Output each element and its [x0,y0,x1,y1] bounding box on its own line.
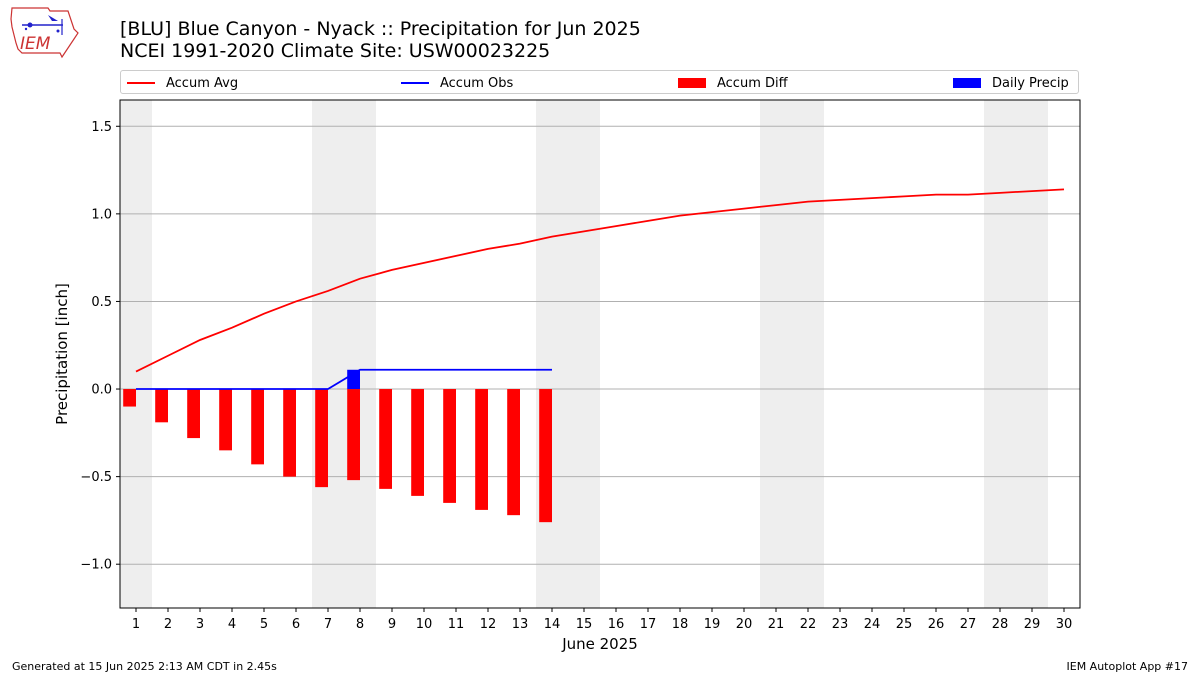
x-tick-label-10: 10 [416,617,433,632]
legend-swatch-daily-precip [953,78,981,88]
x-tick-label-17: 17 [640,617,657,632]
accum-diff-bar-11 [443,389,456,503]
x-tick-label-6: 6 [292,617,300,632]
x-tick-label-4: 4 [228,617,236,632]
weekend-band-28 [984,100,1016,608]
accum-diff-bar-7 [315,389,328,488]
accum-diff-bar-6 [283,389,296,477]
x-tick-label-22: 22 [800,617,817,632]
x-tick-label-16: 16 [608,617,625,632]
x-tick-label-1: 1 [132,617,140,632]
y-tick-label-0: 0.0 [91,383,112,398]
accum-diff-bar-5 [251,389,264,465]
x-tick-label-8: 8 [356,617,364,632]
legend-item-accum-avg: Accum Avg [127,71,238,95]
x-tick-label-3: 3 [196,617,204,632]
weekend-band-1 [120,100,152,608]
x-tick-label-13: 13 [512,617,529,632]
weekend-band-15 [568,100,600,608]
footer-app: IEM Autoplot App #17 [1066,660,1189,673]
y-axis-ticks: −1.0 −0.5 0.0 0.5 1.0 1.5 [80,120,120,573]
accum-diff-bar-10 [411,389,424,496]
weekend-band-8 [344,100,376,608]
legend-label-accum-diff: Accum Diff [717,75,788,91]
weekend-band-14 [536,100,568,608]
x-tick-label-15: 15 [576,617,593,632]
x-tick-label-2: 2 [164,617,172,632]
legend-label-accum-avg: Accum Avg [166,75,239,91]
line-marks [135,188,1065,390]
x-tick-label-24: 24 [864,617,881,632]
title-line-1: [BLU] Blue Canyon - Nyack :: Precipitati… [120,18,641,40]
x-tick-label-21: 21 [768,617,785,632]
y-tick-label-1.5: 1.5 [91,120,112,135]
x-tick-label-5: 5 [260,617,268,632]
bar-marks [123,369,552,523]
x-tick-label-14: 14 [544,617,561,632]
accum-diff-bar-8 [347,389,360,481]
legend-item-accum-obs: Accum Obs [401,71,513,95]
logo-text: IEM [20,34,51,54]
x-tick-label-19: 19 [704,617,721,632]
x-tick-label-25: 25 [896,617,913,632]
legend-label-accum-obs: Accum Obs [440,75,514,91]
legend-label-daily-precip: Daily Precip [992,75,1069,91]
legend-swatch-accum-diff [678,78,706,88]
plot-frame [119,99,1081,609]
accum-obs-line [136,368,552,390]
weekend-band-29 [1016,100,1048,608]
y-axis-label: Precipitation [inch] [53,283,71,425]
x-tick-label-7: 7 [324,617,332,632]
accum-diff-bar-9 [379,389,392,489]
x-tick-label-26: 26 [928,617,945,632]
x-tick-label-27: 27 [960,617,977,632]
accum-avg-line [135,188,1065,373]
x-axis-ticks: 1 2 3 4 5 6 7 8 9 10 11 12 13 14 15 16 17 18 19 20 21 22 23 24 2… [132,608,1072,632]
x-tick-label-11: 11 [448,617,465,632]
legend-swatch-accum-obs [401,82,429,84]
iem-logo: IEM [10,7,79,59]
legend: Accum Avg Accum Obs Accum Diff Daily Pre… [120,70,1079,94]
x-tick-label-18: 18 [672,617,689,632]
y-tick-label--0.5: −0.5 [80,470,112,485]
x-tick-label-30: 30 [1056,617,1073,632]
accum-diff-bar-2 [155,389,168,423]
accum-diff-bar-3 [187,389,200,439]
accum-diff-bar-12 [475,389,488,510]
chart-title: [BLU] Blue Canyon - Nyack :: Precipitati… [120,18,641,62]
title-line-2: NCEI 1991-2020 Climate Site: USW00023225 [120,40,551,62]
weekend-band-21 [760,100,792,608]
x-axis-label: June 2025 [561,635,638,653]
weekend-band-22 [792,100,824,608]
accum-diff-bar-4 [219,389,232,451]
x-tick-label-9: 9 [388,617,396,632]
x-tick-label-23: 23 [832,617,849,632]
x-tick-label-28: 28 [992,617,1009,632]
legend-swatch-accum-avg [127,82,155,84]
y-tick-label--1: −1.0 [80,558,112,573]
footer-generated: Generated at 15 Jun 2025 2:13 AM CDT in … [12,660,277,673]
legend-item-daily-precip: Daily Precip [953,71,1069,95]
weekend-band-7 [312,100,344,608]
x-tick-label-20: 20 [736,617,753,632]
x-tick-label-12: 12 [480,617,497,632]
accum-diff-bar-1 [123,389,136,407]
legend-item-accum-diff: Accum Diff [678,71,788,95]
weekend-bands [120,100,1048,608]
accum-diff-bar-14 [539,389,552,523]
y-tick-label-1: 1.0 [91,207,112,222]
x-tick-label-29: 29 [1024,617,1041,632]
accum-diff-bar-13 [507,389,520,516]
y-tick-label-0.5: 0.5 [91,295,112,310]
